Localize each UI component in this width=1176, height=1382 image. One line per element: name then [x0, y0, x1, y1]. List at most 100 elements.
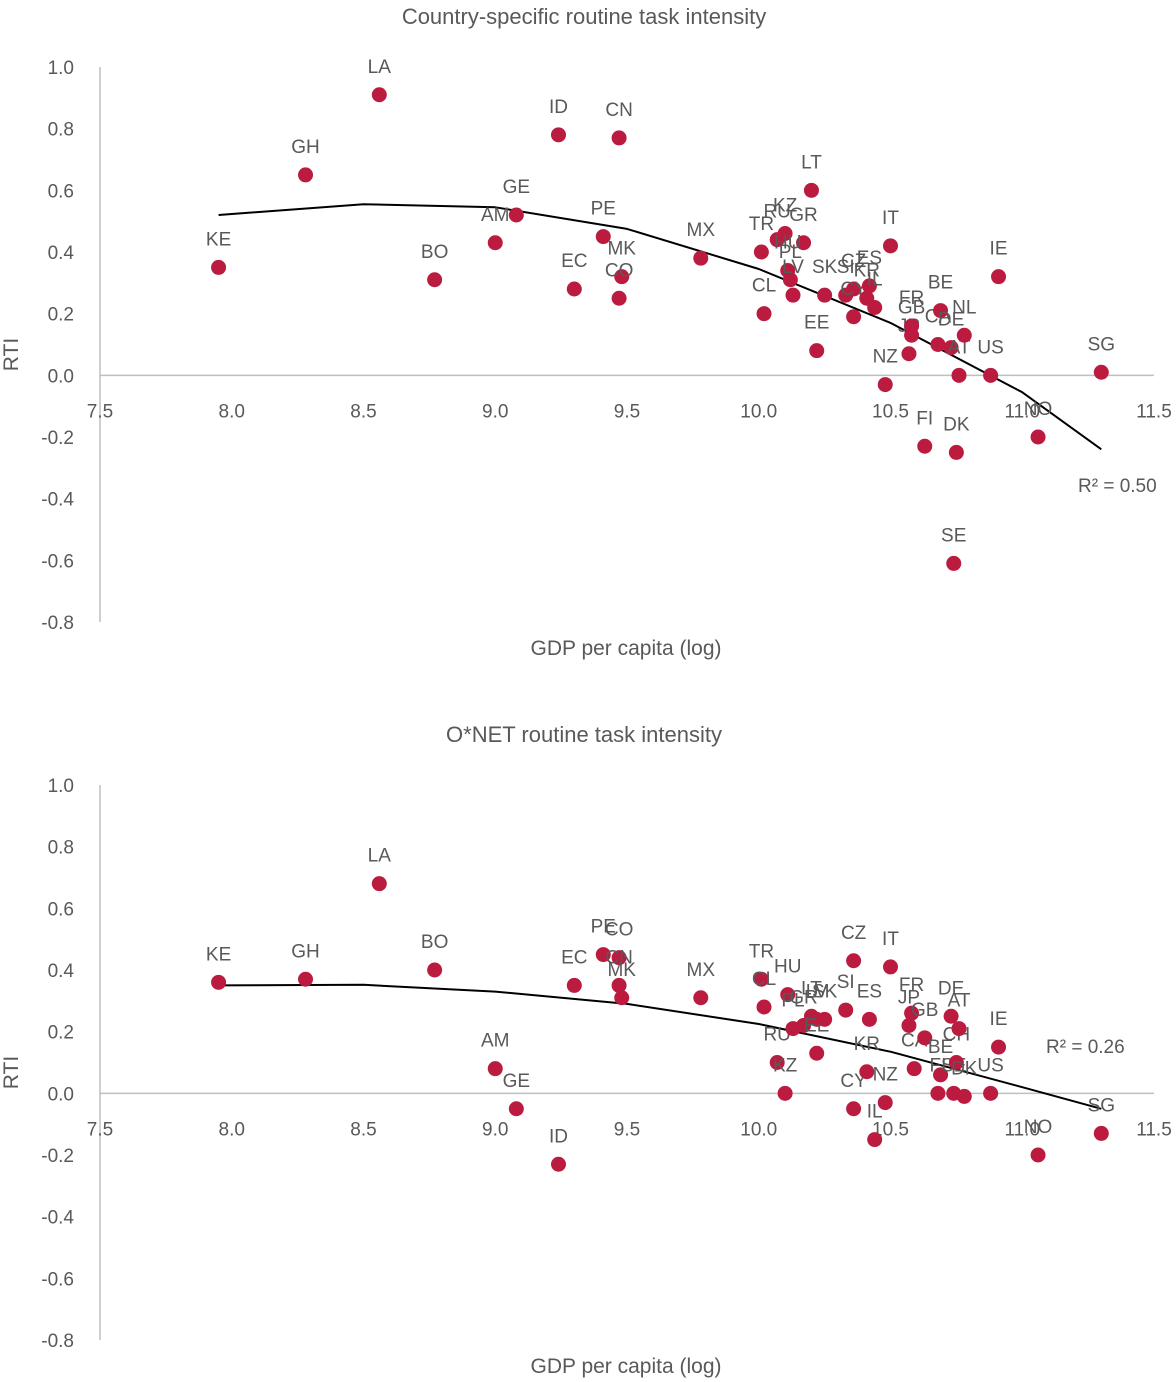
point-label: SI [837, 257, 855, 278]
point-label: PE [591, 199, 616, 220]
point-label: DE [938, 310, 964, 331]
point-label: KE [206, 229, 231, 250]
data-point [611, 130, 627, 146]
point-label: LA [368, 846, 392, 867]
point-label: KR [854, 260, 880, 281]
data-point [817, 287, 833, 303]
data-point [956, 327, 972, 343]
data-point [946, 555, 962, 571]
data-point [487, 235, 503, 251]
data-point [427, 272, 443, 288]
point-label: LA [368, 57, 392, 78]
point-label: CZ [841, 251, 867, 272]
y-tick-label: 0.4 [48, 961, 75, 982]
data-point [753, 244, 769, 260]
point-label: MK [607, 239, 636, 260]
scatter-plot-2: O*NET routine task intensity 1.0 0.8 0.6 0.4… [0, 722, 1172, 1378]
x-axis-label: GDP per capita (log) [530, 1355, 721, 1378]
point-label: NL [952, 297, 976, 318]
data-point [956, 1088, 972, 1104]
data-point [951, 367, 967, 383]
point-label: GE [503, 1071, 530, 1092]
chart-title: Country-specific routine task intensity [402, 4, 766, 29]
data-point [595, 947, 611, 963]
data-point [611, 290, 627, 306]
point-label: SE [941, 525, 966, 546]
x-tick-label: 7.5 [87, 401, 113, 422]
data-point [948, 1055, 964, 1070]
y-tick-label: -0.6 [41, 1269, 74, 1290]
point-label: MK [607, 960, 636, 981]
data-point [427, 962, 443, 978]
data-point [933, 1067, 949, 1083]
point-label: CO [605, 920, 634, 941]
trendline [218, 203, 1102, 451]
data-point [943, 340, 959, 356]
point-label: AT [948, 991, 971, 1012]
y-tick-label: 0.8 [48, 838, 74, 859]
data-point [782, 272, 798, 288]
point-label: DK [943, 414, 970, 435]
point-label: CO [605, 260, 634, 281]
point-label: LT [801, 152, 822, 173]
data-point [901, 1018, 917, 1033]
data-point [867, 1132, 883, 1148]
point-label: IE [990, 239, 1008, 260]
data-point [508, 1101, 524, 1117]
point-label: ID [549, 1126, 568, 1147]
point-label: CN [605, 100, 632, 121]
y-axis-label: RTI [0, 1056, 23, 1089]
x-axis-label: GDP per capita (log) [530, 637, 721, 660]
data-point [951, 1021, 967, 1037]
data-point [1093, 1125, 1109, 1141]
point-label: PL [779, 242, 802, 263]
data-point [883, 959, 898, 975]
point-label: AM [481, 205, 510, 226]
y-tick-label: -0.8 [41, 1331, 74, 1352]
point-label: AM [481, 1031, 510, 1052]
point-label: SI [837, 972, 855, 993]
point-label: IL [867, 1102, 883, 1123]
x-tick-label: 8.5 [350, 401, 376, 422]
trendline [218, 983, 1102, 1110]
point-label: ES [857, 981, 882, 1002]
y-tick-label: -0.4 [41, 1208, 74, 1229]
chart-country-specific-rti: Country-specific routine task intensity 1… [0, 0, 1176, 690]
y-tick-label: -0.2 [41, 428, 74, 449]
x-tick-label: 8.0 [219, 401, 245, 422]
point-label: GE [503, 177, 530, 198]
y-tick-label: 0.2 [48, 1023, 74, 1044]
point-label: US [977, 1055, 1003, 1076]
point-label: KE [206, 944, 231, 965]
point-label: US [977, 337, 1003, 358]
x-tick-label: 10.5 [872, 401, 909, 422]
y-tick-label: 0.6 [48, 181, 74, 202]
y-tick-label: 0.0 [48, 366, 74, 387]
data-point [298, 167, 314, 183]
data-point [930, 1085, 946, 1101]
point-label: GB [911, 1000, 938, 1021]
data-point [838, 1002, 854, 1018]
data-point [809, 343, 825, 359]
data-point [566, 281, 582, 297]
point-label: EC [561, 947, 587, 968]
point-label: NO [1024, 399, 1053, 420]
data-point [693, 250, 709, 266]
point-label: TR [749, 941, 774, 962]
point-label: RU [763, 202, 790, 223]
point-label: GH [291, 941, 320, 962]
point-label: HU [774, 957, 801, 978]
data-point [846, 1101, 862, 1117]
point-label: GB [898, 297, 925, 318]
y-tick-label: 0.2 [48, 305, 74, 326]
x-tick-label: 9.5 [614, 401, 640, 422]
x-tick-label: 8.5 [350, 1119, 376, 1140]
point-label: GR [789, 205, 818, 226]
data-point [991, 1039, 1007, 1055]
point-label: HU [774, 233, 801, 254]
r-squared-label: R² = 0.50 [1078, 476, 1157, 497]
point-label: EE [804, 313, 829, 334]
y-axis-label: RTI [0, 338, 23, 371]
point-label: BO [421, 932, 448, 953]
point-label: MX [687, 220, 716, 241]
